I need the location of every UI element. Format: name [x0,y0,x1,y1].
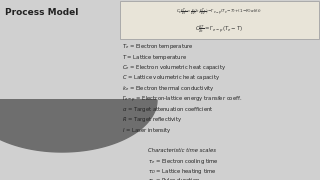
Text: $\tau_e$ = Electron cooling time: $\tau_e$ = Electron cooling time [148,158,219,166]
Text: $C$ = Lattice volumetric heat capacity: $C$ = Lattice volumetric heat capacity [122,73,220,82]
Text: $I$ = Laser intensity: $I$ = Laser intensity [122,126,172,135]
Text: $\alpha$ = Target attenuation coefficient: $\alpha$ = Target attenuation coefficien… [122,105,213,114]
Text: $C_e$ = Electron volumetric heat capacity: $C_e$ = Electron volumetric heat capacit… [122,63,226,72]
Text: $C\frac{\partial T}{\partial t} = \Gamma_{e-p}(T_e - T)$: $C\frac{\partial T}{\partial t} = \Gamma… [195,23,243,35]
Text: $\tau_D$ = Lattice heating time: $\tau_D$ = Lattice heating time [148,167,217,176]
Text: $\tau_L$ = Pulse duration: $\tau_L$ = Pulse duration [148,177,200,180]
Text: Characteristic time scales: Characteristic time scales [148,148,216,153]
FancyBboxPatch shape [119,1,318,39]
Polygon shape [0,100,157,152]
Text: $T_e$ = Electron temperature: $T_e$ = Electron temperature [122,42,194,51]
Text: $k_e$ = Electron thermal conductivity: $k_e$ = Electron thermal conductivity [122,84,215,93]
Text: $\Gamma_{e-p}$ = Electron-lattice energy transfer coeff.: $\Gamma_{e-p}$ = Electron-lattice energy… [122,94,242,105]
Text: Process Model: Process Model [5,8,78,17]
Text: $C_e\frac{\partial T_e}{\partial t}=\frac{\partial}{\partial z}\!\left(k_e\frac{: $C_e\frac{\partial T_e}{\partial t}=\fra… [176,6,262,18]
Text: $T$ = Lattice temperature: $T$ = Lattice temperature [122,53,187,62]
Text: $R$ = Target reflectivity: $R$ = Target reflectivity [122,116,182,125]
